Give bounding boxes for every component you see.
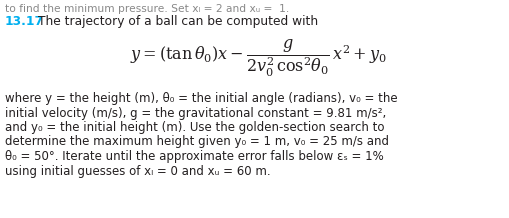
Text: to find the minimum pressure. Set xₗ = 2 and xᵤ =  1.: to find the minimum pressure. Set xₗ = 2… (5, 4, 289, 14)
Text: using initial guesses of xₗ = 0 and xᵤ = 60 m.: using initial guesses of xₗ = 0 and xᵤ =… (5, 165, 270, 177)
Text: 13.17: 13.17 (5, 15, 44, 28)
Text: θ₀ = 50°. Iterate until the approximate error falls below εₛ = 1%: θ₀ = 50°. Iterate until the approximate … (5, 150, 383, 163)
Text: initial velocity (m/s), g = the gravitational constant = 9.81 m/s²,: initial velocity (m/s), g = the gravitat… (5, 107, 385, 119)
Text: and y₀ = the initial height (m). Use the golden-section search to: and y₀ = the initial height (m). Use the… (5, 121, 384, 134)
Text: The trajectory of a ball can be computed with: The trajectory of a ball can be computed… (38, 15, 318, 28)
Text: where y = the height (m), θ₀ = the initial angle (radians), v₀ = the: where y = the height (m), θ₀ = the initi… (5, 92, 397, 105)
Text: $y = (\tan\theta_0)x - \dfrac{g}{2v_0^2\,\cos^2\!\theta_0}\,x^2 + y_0$: $y = (\tan\theta_0)x - \dfrac{g}{2v_0^2\… (130, 38, 386, 79)
Text: determine the maximum height given y₀ = 1 m, v₀ = 25 m/s and: determine the maximum height given y₀ = … (5, 136, 388, 148)
